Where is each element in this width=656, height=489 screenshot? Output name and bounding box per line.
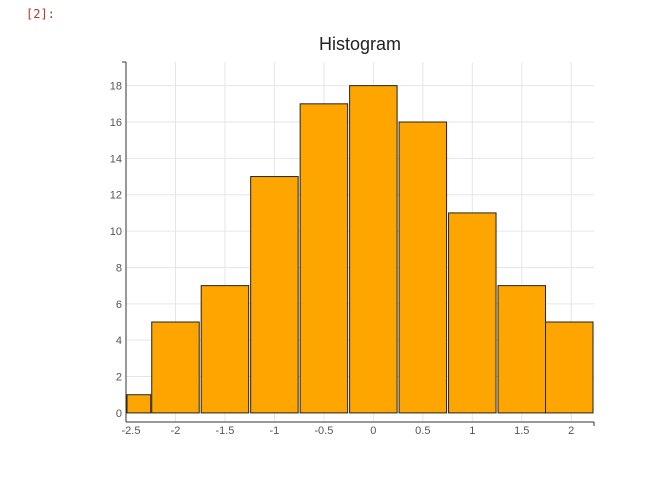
x-tick-label: -2.5	[122, 425, 141, 437]
x-tick-label: 0.5	[415, 425, 430, 437]
y-tick-label: 2	[116, 372, 122, 384]
bars	[126, 85, 594, 414]
x-tick-label: 2	[568, 425, 574, 437]
axes	[122, 61, 595, 426]
histogram-bar	[398, 121, 448, 414]
histogram-bar	[448, 212, 497, 414]
y-tick-label: 16	[110, 117, 122, 129]
y-tick-label: 18	[110, 81, 122, 93]
x-tick-label: -0.5	[314, 425, 333, 437]
tick-labels: -2.5 -2 -1.5 -1 -0.5 0 0.5 1 1.5 2 0 2 4 6 8 10 12 14 16 18	[110, 81, 575, 437]
y-tick-label: 14	[110, 153, 122, 165]
y-tick-label: 6	[116, 299, 122, 311]
histogram-bar	[126, 394, 152, 414]
cell-prompt: [2]:	[26, 7, 55, 21]
chart-title: Histogram	[319, 34, 401, 54]
x-tick-label: -2	[171, 425, 181, 437]
histogram-bar	[497, 285, 547, 414]
x-tick-label: -1.5	[215, 425, 234, 437]
x-tick-label: 0	[370, 425, 376, 437]
histogram-bar	[349, 85, 398, 414]
y-tick-label: 0	[116, 408, 122, 420]
x-tick-label: -1	[270, 425, 280, 437]
y-tick-label: 12	[110, 190, 122, 202]
histogram-bar	[250, 176, 299, 414]
histogram-bar	[545, 321, 594, 414]
y-tick-label: 10	[110, 226, 122, 238]
histogram-bar	[299, 103, 349, 414]
histogram-bar	[151, 321, 200, 414]
x-tick-label: 1.5	[514, 425, 529, 437]
x-tick-label: 1	[469, 425, 475, 437]
y-tick-label: 8	[116, 262, 122, 274]
y-tick-label: 4	[116, 335, 122, 347]
histogram-bar	[200, 285, 250, 414]
